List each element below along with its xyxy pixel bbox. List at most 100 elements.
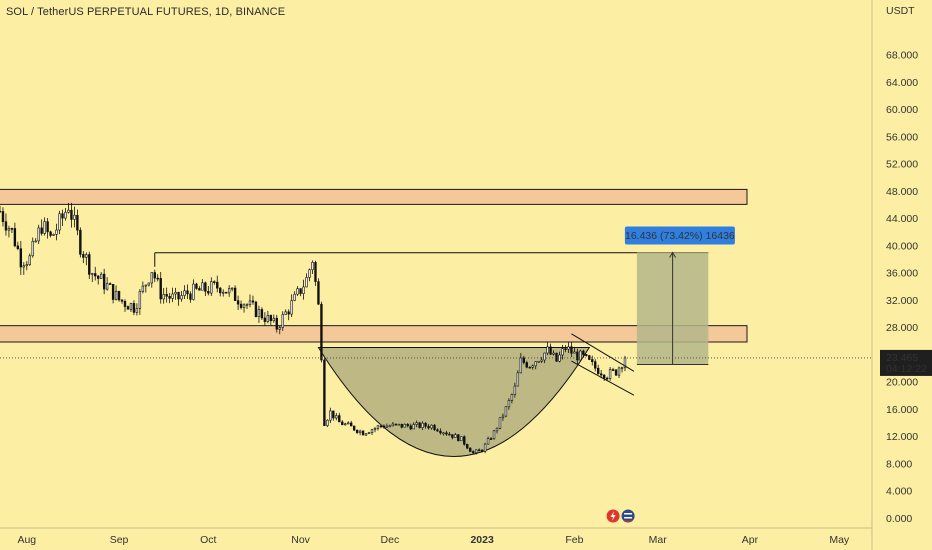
candle xyxy=(43,221,46,234)
channel-line[interactable] xyxy=(571,333,635,372)
candle xyxy=(528,366,531,369)
measure-label-box xyxy=(624,226,735,245)
y-tick-label: 0.000 xyxy=(886,513,912,525)
candle xyxy=(296,288,299,295)
candle xyxy=(364,433,368,436)
candle xyxy=(159,278,162,300)
candle xyxy=(326,419,329,427)
candle xyxy=(608,369,612,379)
candle xyxy=(308,269,311,278)
candle xyxy=(195,283,198,289)
candle xyxy=(433,424,436,431)
candle xyxy=(0,210,2,213)
candle xyxy=(620,367,624,370)
candle xyxy=(222,291,225,294)
candle xyxy=(281,314,284,328)
candle xyxy=(341,421,344,426)
candle xyxy=(239,303,243,308)
candle xyxy=(457,434,460,442)
x-tick-label: Oct xyxy=(200,534,216,546)
candle xyxy=(16,245,20,249)
channel-line[interactable] xyxy=(571,360,635,396)
candle xyxy=(561,348,564,356)
candle xyxy=(418,422,421,428)
candle xyxy=(52,234,55,236)
candle xyxy=(513,385,517,395)
candle xyxy=(22,265,26,268)
candle xyxy=(492,430,496,440)
candle xyxy=(344,423,347,426)
candle xyxy=(317,281,320,305)
candle xyxy=(257,309,261,317)
candle xyxy=(236,300,240,305)
candle xyxy=(564,348,567,350)
x-tick-label: May xyxy=(829,534,850,546)
candle xyxy=(299,288,302,294)
currency-label: USDT xyxy=(886,5,915,17)
candle xyxy=(91,273,94,275)
candle xyxy=(370,429,374,434)
candle xyxy=(537,360,540,363)
candle xyxy=(451,434,454,438)
candle xyxy=(79,229,82,255)
candle xyxy=(97,275,100,279)
candle xyxy=(263,317,267,322)
candle xyxy=(347,422,350,425)
candle xyxy=(597,367,600,375)
horizontal-zone[interactable] xyxy=(0,325,748,343)
candle xyxy=(105,283,109,290)
cup-pattern[interactable] xyxy=(317,346,591,457)
y-tick-label: 44.000 xyxy=(886,213,918,225)
candle xyxy=(19,248,23,268)
candle xyxy=(430,424,433,429)
candle xyxy=(64,211,67,219)
candle xyxy=(120,299,124,302)
candle xyxy=(373,428,377,431)
candle xyxy=(486,438,490,445)
candle xyxy=(186,290,189,295)
candle xyxy=(150,272,153,284)
candle xyxy=(272,317,275,322)
candle xyxy=(323,359,326,427)
y-tick-label: 56.000 xyxy=(886,131,918,143)
candle xyxy=(463,436,466,445)
candle xyxy=(168,296,171,299)
y-tick-label: 64.000 xyxy=(886,77,918,89)
candle xyxy=(460,436,463,442)
candle xyxy=(617,367,621,376)
candle xyxy=(201,282,204,291)
candle xyxy=(338,415,341,423)
horizontal-zone[interactable] xyxy=(0,188,748,205)
candle xyxy=(483,443,487,452)
candle xyxy=(13,228,17,247)
candle xyxy=(498,417,502,429)
y-tick-label: 28.000 xyxy=(886,322,918,334)
candle xyxy=(445,432,448,435)
y-tick-label: 12.000 xyxy=(886,431,918,443)
candle xyxy=(230,287,234,290)
candle xyxy=(76,214,79,231)
candle xyxy=(394,423,398,426)
y-tick-label: 16.000 xyxy=(886,404,918,416)
candle xyxy=(10,228,14,230)
candle xyxy=(58,213,61,231)
flag-stripe xyxy=(624,513,633,515)
candle xyxy=(7,228,11,231)
us-flag-event-icon[interactable] xyxy=(621,509,635,523)
candle xyxy=(424,422,427,427)
measure-label: 16.436 (73.42%) 16436 xyxy=(625,230,735,242)
candle xyxy=(501,415,505,418)
candle xyxy=(70,209,73,220)
candle xyxy=(31,240,34,257)
candle xyxy=(409,425,412,430)
candle xyxy=(591,359,594,362)
y-tick-label: 20.000 xyxy=(886,377,918,389)
candle xyxy=(144,284,148,287)
candle xyxy=(302,286,305,294)
candle xyxy=(516,372,520,387)
candle xyxy=(415,422,418,425)
candle xyxy=(34,240,37,243)
candle xyxy=(576,351,579,361)
